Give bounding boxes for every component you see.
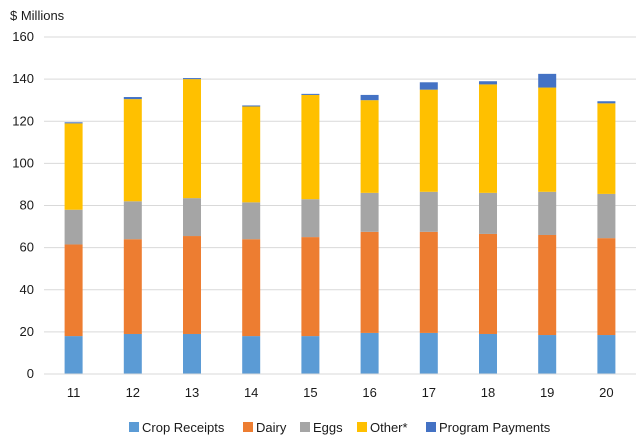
bar-segment (183, 236, 201, 334)
bar-segment (538, 73, 557, 88)
bar-segment (123, 201, 142, 240)
bar-segment (419, 231, 438, 333)
bar-segment (242, 336, 261, 374)
legend-item: Crop Receipts (129, 420, 225, 435)
x-tick-label: 17 (422, 385, 436, 400)
x-tick-label: 16 (362, 385, 376, 400)
bar-segment (301, 237, 320, 337)
legend-swatch (129, 422, 139, 432)
bar-segment (479, 233, 497, 334)
bar-segment (64, 209, 83, 245)
bar-segment (183, 333, 201, 374)
bar-segment (419, 332, 438, 374)
bar-segment (538, 335, 557, 374)
y-tick-label: 0 (27, 366, 34, 381)
bar-segment (242, 105, 261, 107)
bar-segment (360, 231, 379, 333)
x-tick-label: 15 (303, 385, 317, 400)
legend-item: Program Payments (426, 420, 551, 435)
x-tick-label: 18 (481, 385, 495, 400)
y-tick-label: 60 (20, 240, 34, 255)
legend-label: Crop Receipts (142, 420, 225, 435)
legend-label: Dairy (256, 420, 287, 435)
bar-segment (123, 99, 142, 202)
legend-label: Eggs (313, 420, 343, 435)
bar-segment (360, 192, 379, 232)
x-tick-label: 13 (185, 385, 199, 400)
bar-segment (479, 81, 497, 85)
bar-segment (597, 238, 616, 336)
bar-segment (64, 244, 83, 337)
bar-segment (538, 87, 557, 192)
bar-segment (301, 336, 320, 374)
bar-segment (64, 336, 83, 374)
bar-segment (479, 84, 497, 193)
y-tick-label: 100 (12, 155, 34, 170)
bar-segment (597, 335, 616, 374)
x-tick-label: 12 (126, 385, 140, 400)
legend-swatch (426, 422, 436, 432)
bar-segment (538, 191, 557, 235)
legend-item: Other* (357, 420, 408, 435)
bar-segment (242, 106, 261, 203)
x-tick-label: 11 (67, 385, 81, 400)
bar-segment (360, 100, 379, 193)
bar-segment (183, 79, 201, 199)
y-tick-label: 120 (12, 113, 34, 128)
bar-segment (360, 332, 379, 374)
bar-segment (183, 78, 201, 80)
bar-segment (301, 93, 320, 95)
bar-segment (301, 94, 320, 200)
bar-segment (360, 94, 379, 101)
legend-item: Eggs (300, 420, 343, 435)
x-tick-label: 20 (599, 385, 613, 400)
bar-segment (183, 198, 201, 237)
legend-swatch (243, 422, 253, 432)
legend: Crop Receipts Dairy Eggs Other* Program Paym… (129, 420, 551, 435)
bar-segment (597, 103, 616, 194)
bar-segment (419, 89, 438, 192)
legend-label: Other* (370, 420, 408, 435)
bar-segment (479, 333, 497, 374)
y-axis-unit-label: $ Millions (10, 8, 65, 23)
bar-segment (538, 234, 557, 336)
bar-segment (479, 192, 497, 234)
bar-segment (242, 239, 261, 337)
gridlines (44, 36, 636, 333)
bar-segment (123, 333, 142, 374)
bar-stacks (64, 73, 616, 374)
y-tick-label: 20 (20, 324, 34, 339)
bar-segment (242, 202, 261, 240)
x-tick-label: 14 (244, 385, 258, 400)
legend-swatch (300, 422, 310, 432)
bar-segment (597, 193, 616, 239)
x-axis-ticks: 11 12 13 14 15 16 17 18 19 20 (67, 385, 614, 400)
y-tick-label: 40 (20, 282, 34, 297)
bar-segment (301, 199, 320, 238)
legend-label: Program Payments (439, 420, 551, 435)
bar-segment (597, 101, 616, 104)
bar-segment (123, 239, 142, 334)
y-axis-ticks: 0 20 40 60 80 100 120 140 160 (12, 29, 34, 381)
bar-segment (419, 191, 438, 232)
legend-item: Dairy (243, 420, 287, 435)
x-tick-label: 19 (540, 385, 554, 400)
y-tick-label: 140 (12, 71, 34, 86)
bar-segment (64, 123, 83, 210)
y-tick-label: 160 (12, 29, 34, 44)
bar-segment (123, 97, 142, 100)
legend-swatch (357, 422, 367, 432)
bar-segment (64, 122, 83, 124)
bar-segment (419, 82, 438, 90)
y-tick-label: 80 (20, 198, 34, 213)
